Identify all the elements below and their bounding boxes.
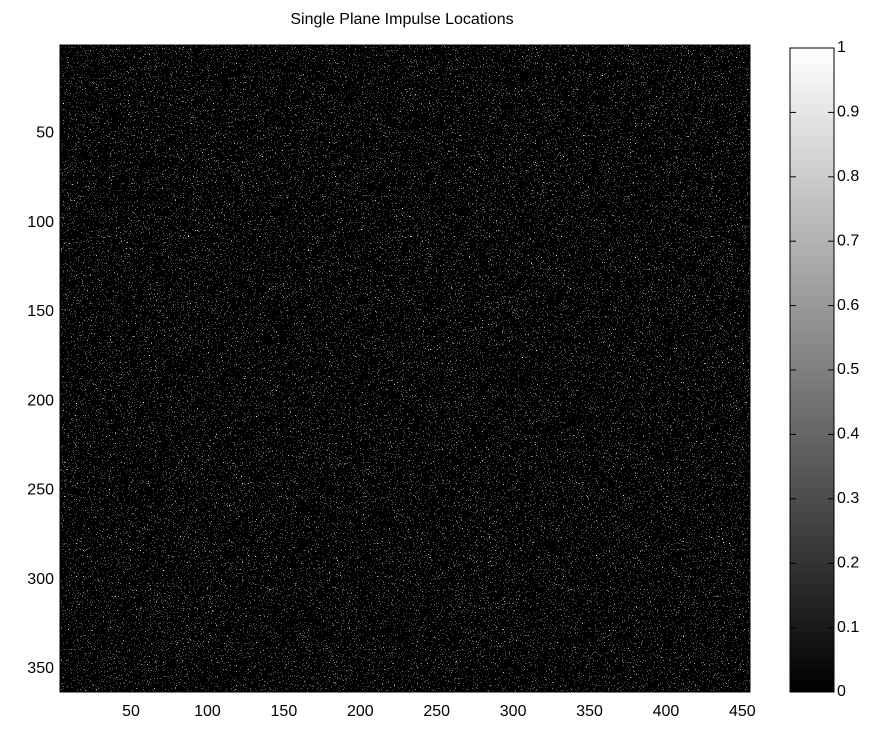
chart: Single Plane Impulse Locations 501001502…	[0, 0, 884, 729]
colorbar-tick-label: 0.2	[837, 554, 859, 571]
y-tick-label: 50	[36, 125, 54, 142]
colorbar-tick-label: 0.1	[837, 619, 859, 636]
y-tick-label: 350	[27, 660, 54, 677]
colorbar-tick-label: 0.5	[837, 361, 859, 378]
colorbar-tick-label: 0.7	[837, 232, 859, 249]
colorbar-tick-label: 0.6	[837, 297, 859, 314]
colorbar	[790, 48, 834, 692]
x-tick-label: 450	[729, 703, 756, 720]
colorbar-tick-label: 1	[837, 39, 846, 56]
colorbar-tick-label: 0	[837, 683, 846, 700]
image	[60, 45, 750, 692]
x-tick-label: 400	[653, 703, 680, 720]
colorbar-tick-label: 0.8	[837, 168, 859, 185]
x-tick-label: 350	[576, 703, 603, 720]
x-tick-label: 300	[500, 703, 527, 720]
x-tick-label: 200	[347, 703, 374, 720]
y-tick-label: 300	[27, 571, 54, 588]
x-tick-label: 50	[122, 703, 140, 720]
x-tick-label: 100	[194, 703, 221, 720]
colorbar-tick-label: 0.3	[837, 490, 859, 507]
y-tick-label: 200	[27, 392, 54, 409]
x-tick-label: 250	[423, 703, 450, 720]
y-tick-label: 100	[27, 214, 54, 231]
y-tick-label: 250	[27, 482, 54, 499]
colorbar-tick-label: 0.4	[837, 426, 859, 443]
chart-title: Single Plane Impulse Locations	[290, 11, 513, 28]
y-tick-label: 150	[27, 303, 54, 320]
colorbar-tick-label: 0.9	[837, 104, 859, 121]
x-tick-label: 150	[271, 703, 298, 720]
